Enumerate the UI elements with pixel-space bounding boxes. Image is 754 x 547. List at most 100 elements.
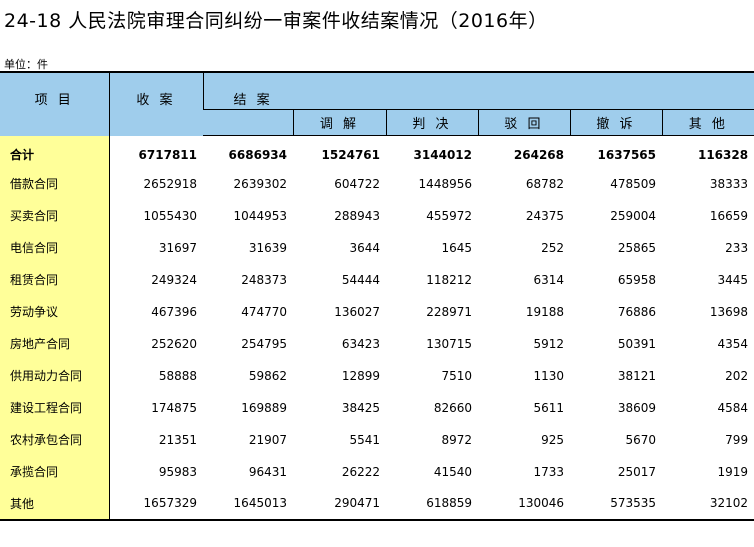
table-cell: 7510 — [441, 368, 472, 383]
header-other: 其 他 — [661, 109, 754, 136]
table-cell: 1733 — [533, 464, 564, 479]
header-mediation: 调 解 — [292, 109, 386, 136]
row-label: 电信合同 — [0, 231, 110, 264]
table-cell: 16659 — [709, 208, 749, 223]
table-cell: 252620 — [151, 336, 197, 351]
table-cell: 31697 — [158, 240, 197, 255]
table-cell: 41540 — [433, 464, 472, 479]
row-label: 供用动力合同 — [0, 359, 110, 392]
table-row: 承揽合同 95983 96431 26222 41540 1733 25017 1919 — [0, 455, 754, 488]
table-cell: 264268 — [513, 147, 564, 162]
table-cell: 799 — [725, 432, 749, 447]
table-cell: 5912 — [533, 336, 564, 351]
table-cell: 82660 — [433, 400, 472, 415]
row-label: 承揽合同 — [0, 455, 110, 488]
table-cell: 6717811 — [138, 147, 197, 162]
table-cell: 3144012 — [413, 147, 472, 162]
table-cell: 455972 — [426, 208, 472, 223]
table-cell: 24375 — [525, 208, 564, 223]
unit-label: 单位：件 — [4, 58, 48, 71]
page-title: 24-18 人民法院审理合同纠纷一审案件收结案情况（2016年） — [4, 10, 548, 32]
header-received: 收 案 — [108, 71, 203, 136]
table-cell: 26222 — [341, 464, 380, 479]
table-cell: 21351 — [158, 432, 197, 447]
table-cell: 68782 — [525, 176, 564, 191]
table-cell: 259004 — [610, 208, 656, 223]
row-label: 借款合同 — [0, 167, 110, 200]
table-cell: 925 — [541, 432, 564, 447]
table-cell: 31639 — [248, 240, 287, 255]
table-cell: 38333 — [709, 176, 749, 191]
table-row: 其他 1657329 1645013 290471 618859 130046 573535… — [0, 487, 754, 521]
table-cell: 118212 — [426, 272, 472, 287]
table-cell: 59862 — [248, 368, 287, 383]
row-label: 其他 — [0, 487, 110, 521]
row-label: 买卖合同 — [0, 199, 110, 232]
table-row: 农村承包合同 21351 21907 5541 8972 925 5670 799 — [0, 423, 754, 456]
table-cell: 8972 — [441, 432, 472, 447]
table-cell: 21907 — [248, 432, 287, 447]
table-cell: 5541 — [349, 432, 380, 447]
table-cell: 25017 — [617, 464, 656, 479]
total-row: 合计 6717811 6686934 1524761 3144012 264268 1637… — [0, 135, 754, 168]
table-cell: 169889 — [241, 400, 287, 415]
table-cell: 1448956 — [418, 176, 472, 191]
table-cell: 3644 — [349, 240, 380, 255]
table-cell: 1130 — [533, 368, 564, 383]
table-cell: 4354 — [717, 336, 749, 351]
table-cell: 130715 — [426, 336, 472, 351]
table-cell: 13698 — [709, 304, 749, 319]
table-row: 建设工程合同 174875 169889 38425 82660 5611 38609 458… — [0, 391, 754, 424]
table-cell: 1645013 — [203, 487, 293, 521]
table-cell: 19188 — [525, 304, 564, 319]
header-withdrawn: 撤 诉 — [569, 109, 662, 136]
table-cell: 478509 — [610, 176, 656, 191]
table-row: 房地产合同 252620 254795 63423 130715 5912 50391 435… — [0, 327, 754, 360]
table-cell: 1524761 — [321, 147, 380, 162]
table-row: 电信合同 31697 31639 3644 1645 252 25865 233 — [0, 231, 754, 264]
table-cell: 604722 — [334, 176, 380, 191]
table-cell: 202 — [725, 368, 749, 383]
header-judgment: 判 决 — [385, 109, 478, 136]
table-row: 劳动争议 467396 474770 136027 228971 19188 76886 13… — [0, 295, 754, 328]
table-cell: 290471 — [293, 487, 386, 521]
table-cell: 95983 — [158, 464, 197, 479]
table-cell: 228971 — [426, 304, 472, 319]
table-cell: 4584 — [717, 400, 749, 415]
table-cell: 58888 — [158, 368, 197, 383]
table-cell: 12899 — [341, 368, 380, 383]
header-item: 项 目 — [0, 71, 109, 136]
row-label: 劳动争议 — [0, 295, 110, 328]
table-cell: 38121 — [617, 368, 656, 383]
table-cell: 38425 — [341, 400, 380, 415]
header-rejected: 驳 回 — [477, 109, 570, 136]
table-cell: 38609 — [617, 400, 656, 415]
table-cell: 136027 — [334, 304, 380, 319]
table-cell: 618859 — [386, 487, 478, 521]
table-cell: 249324 — [151, 272, 197, 287]
table-cell: 96431 — [248, 464, 287, 479]
table-cell: 474770 — [241, 304, 287, 319]
table-cell: 1044953 — [233, 208, 287, 223]
table-cell: 1645 — [441, 240, 472, 255]
table-cell: 1657329 — [109, 487, 203, 521]
table-cell: 1919 — [717, 464, 749, 479]
table-cell: 174875 — [151, 400, 197, 415]
row-label: 建设工程合同 — [0, 391, 110, 424]
table-cell: 65958 — [617, 272, 656, 287]
table-row: 借款合同 2652918 2639302 604722 1448956 68782 4785… — [0, 167, 754, 200]
table-cell: 254795 — [241, 336, 287, 351]
table-row: 供用动力合同 58888 59862 12899 7510 1130 38121 202 — [0, 359, 754, 392]
table-cell: 130046 — [478, 487, 570, 521]
table-cell: 1637565 — [597, 147, 656, 162]
table-cell: 233 — [725, 240, 749, 255]
table-cell: 25865 — [617, 240, 656, 255]
table-row: 买卖合同 1055430 1044953 288943 455972 24375 25900… — [0, 199, 754, 232]
table-cell: 54444 — [341, 272, 380, 287]
table-cell: 116328 — [697, 147, 749, 162]
table-cell: 2639302 — [233, 176, 287, 191]
table-cell: 5670 — [625, 432, 656, 447]
table-cell: 50391 — [617, 336, 656, 351]
table-cell: 2652918 — [143, 176, 197, 191]
table-cell: 288943 — [334, 208, 380, 223]
